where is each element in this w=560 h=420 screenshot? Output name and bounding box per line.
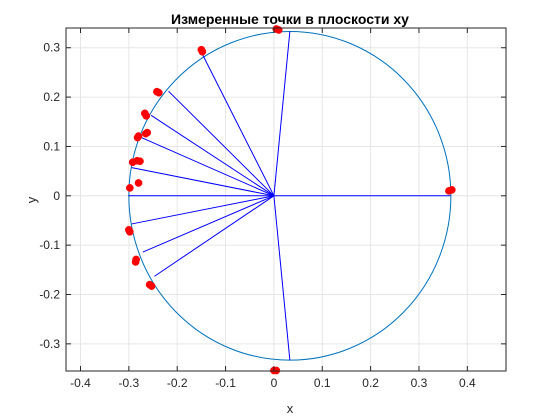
points-series [125, 25, 456, 375]
chart-title: Измеренные точки в плоскости xy [171, 11, 409, 27]
x-tick-label: -0.1 [215, 376, 236, 390]
x-tick-label: -0.2 [167, 376, 188, 390]
data-point [131, 258, 140, 266]
x-tick-label: 0.4 [459, 376, 476, 390]
y-tick-label: -0.3 [39, 337, 60, 351]
spoke-line [273, 195, 291, 361]
y-tick-label: 0 [53, 189, 60, 203]
spoke-line [131, 167, 275, 197]
data-point [142, 111, 151, 120]
data-point [125, 184, 134, 192]
spoke-line [202, 54, 275, 197]
spokes-series [128, 31, 451, 361]
x-tick-label: 0.3 [411, 376, 428, 390]
data-point [136, 157, 144, 166]
data-point [274, 26, 283, 34]
x-tick-label: -0.4 [70, 376, 91, 390]
y-axis-label: y [24, 196, 39, 203]
data-point [125, 227, 134, 236]
data-point [134, 179, 143, 187]
data-point [141, 129, 150, 138]
data-point [198, 47, 207, 56]
x-tick-label: 0.2 [362, 376, 379, 390]
x-axis-label: x [287, 401, 294, 416]
data-point [154, 88, 163, 97]
data-point [147, 282, 156, 290]
y-tick-label: 0.2 [43, 90, 60, 104]
spoke-line [150, 114, 275, 197]
data-point [134, 132, 143, 140]
ticks: -0.4 -0.3 -0.2 -0.1 0 0.1 0.2 0.3 0.4 -0.3 -0.2 -0.… [39, 28, 506, 390]
axes-box [65, 27, 507, 372]
spoke-line [168, 90, 275, 197]
x-tick-label: 0 [271, 376, 278, 390]
spoke-line [141, 137, 275, 197]
data-point [447, 186, 456, 194]
spoke-line [142, 195, 275, 253]
spoke-line [131, 195, 275, 225]
y-tick-label: -0.1 [39, 238, 60, 252]
y-tick-label: -0.2 [39, 288, 60, 302]
y-tick-label: 0.1 [43, 139, 60, 153]
x-tick-label: -0.3 [119, 376, 140, 390]
y-tick-label: 0.3 [43, 41, 60, 55]
data-point [128, 158, 137, 167]
spoke-line [154, 195, 275, 277]
x-tick-label: 0.1 [314, 376, 331, 390]
spoke-line [273, 31, 291, 196]
